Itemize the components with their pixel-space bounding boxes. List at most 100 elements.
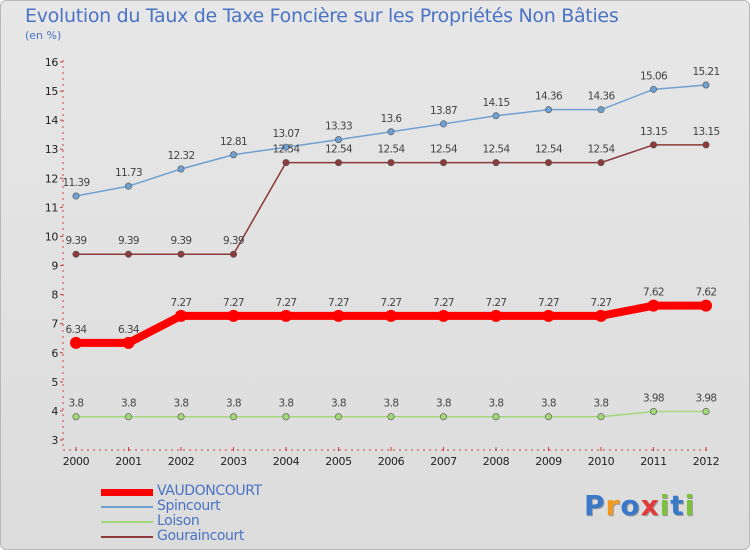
data-point bbox=[387, 413, 395, 421]
data-label: 3.8 bbox=[279, 398, 294, 410]
data-point bbox=[597, 159, 605, 167]
data-label: 12.54 bbox=[272, 144, 300, 156]
data-point bbox=[230, 413, 238, 421]
y-tick-label: 7 bbox=[51, 318, 58, 331]
y-tick-label: 8 bbox=[51, 289, 58, 302]
x-tick-label: 2008 bbox=[483, 455, 510, 468]
data-point bbox=[282, 413, 290, 421]
data-label: 13.33 bbox=[325, 121, 352, 133]
chart-title: Evolution du Taux de Taxe Foncière sur l… bbox=[25, 5, 619, 27]
data-point bbox=[230, 151, 238, 159]
y-tick-label: 5 bbox=[51, 376, 58, 389]
logo-letter: t bbox=[670, 489, 685, 522]
data-label: 3.8 bbox=[489, 398, 504, 410]
data-point bbox=[595, 309, 607, 322]
legend-label: Spincourt bbox=[157, 498, 221, 514]
y-tick-label: 15 bbox=[45, 85, 59, 98]
data-point bbox=[702, 141, 710, 149]
data-label: 7.27 bbox=[433, 297, 454, 309]
data-point bbox=[385, 309, 397, 322]
legend-label: Loison bbox=[157, 513, 200, 529]
legend-swatch bbox=[101, 536, 153, 538]
data-label: 3.8 bbox=[436, 398, 451, 410]
x-tick-label: 2004 bbox=[273, 455, 300, 468]
data-label: 12.54 bbox=[377, 144, 405, 156]
logo-letter: x bbox=[640, 489, 660, 522]
x-tick-label: 2001 bbox=[115, 455, 141, 468]
legend-swatch bbox=[101, 506, 153, 508]
data-label: 13.07 bbox=[272, 128, 299, 140]
data-label: 3.98 bbox=[643, 393, 664, 405]
logo-letter: i bbox=[659, 489, 671, 522]
data-point bbox=[280, 309, 292, 322]
data-label: 12.81 bbox=[220, 136, 247, 148]
x-tick-label: 2006 bbox=[378, 455, 405, 468]
data-point bbox=[597, 106, 605, 114]
data-point bbox=[122, 336, 135, 349]
data-point bbox=[702, 408, 710, 416]
data-point bbox=[597, 413, 605, 421]
legend-label: VAUDONCOURT bbox=[157, 483, 262, 499]
data-point bbox=[544, 413, 552, 421]
data-label: 12.54 bbox=[482, 144, 510, 156]
x-tick-label: 2009 bbox=[535, 455, 562, 468]
data-point bbox=[72, 250, 80, 258]
data-point bbox=[125, 413, 133, 421]
data-label: 14.15 bbox=[482, 97, 509, 109]
data-point bbox=[175, 309, 187, 322]
data-label: 7.27 bbox=[276, 297, 297, 309]
y-tick-label: 12 bbox=[45, 172, 58, 185]
data-point bbox=[702, 81, 710, 89]
legend-swatch bbox=[101, 489, 153, 496]
data-point bbox=[177, 413, 185, 421]
y-tick-label: 4 bbox=[51, 405, 58, 418]
x-tick-label: 2007 bbox=[430, 455, 457, 468]
data-label: 3.98 bbox=[696, 393, 717, 405]
data-point bbox=[70, 336, 82, 349]
x-tick-label: 2000 bbox=[63, 455, 90, 468]
legend-swatch bbox=[101, 521, 153, 523]
data-label: 9.39 bbox=[223, 235, 244, 247]
data-point bbox=[282, 143, 290, 151]
data-point bbox=[437, 309, 450, 322]
data-point bbox=[387, 159, 395, 167]
logo-letter: i bbox=[684, 489, 696, 522]
data-point bbox=[700, 299, 712, 312]
data-point bbox=[492, 413, 500, 421]
x-tick-label: 2010 bbox=[588, 455, 615, 468]
data-label: 9.39 bbox=[66, 235, 87, 247]
logo-letter: r bbox=[605, 489, 621, 522]
data-label: 12.54 bbox=[325, 144, 353, 156]
data-label: 3.8 bbox=[226, 398, 241, 410]
data-point bbox=[332, 309, 345, 322]
logo-letter: P bbox=[584, 489, 606, 522]
data-label: 7.27 bbox=[223, 297, 244, 309]
y-tick-label: 16 bbox=[45, 56, 59, 69]
data-point bbox=[125, 182, 133, 190]
data-label: 6.34 bbox=[66, 324, 88, 336]
data-label: 7.27 bbox=[591, 297, 612, 309]
data-point bbox=[387, 128, 395, 136]
data-point bbox=[542, 309, 555, 322]
data-label: 9.39 bbox=[171, 235, 192, 247]
data-label: 7.27 bbox=[381, 297, 402, 309]
data-point bbox=[334, 136, 342, 144]
data-label: 15.06 bbox=[640, 70, 668, 82]
data-label: 3.8 bbox=[121, 398, 136, 410]
data-point bbox=[282, 159, 290, 167]
data-label: 14.36 bbox=[535, 91, 563, 103]
data-label: 7.27 bbox=[538, 297, 559, 309]
data-label: 13.6 bbox=[381, 113, 403, 125]
data-point bbox=[334, 159, 342, 167]
data-label: 12.32 bbox=[167, 150, 194, 162]
data-point bbox=[647, 299, 660, 312]
data-point bbox=[649, 85, 657, 93]
y-tick-label: 13 bbox=[45, 143, 59, 156]
data-point bbox=[177, 165, 185, 173]
data-label: 13.87 bbox=[430, 105, 457, 117]
data-point bbox=[544, 159, 552, 167]
unit-label: (en %) bbox=[25, 29, 62, 42]
data-label: 12.54 bbox=[535, 144, 563, 156]
